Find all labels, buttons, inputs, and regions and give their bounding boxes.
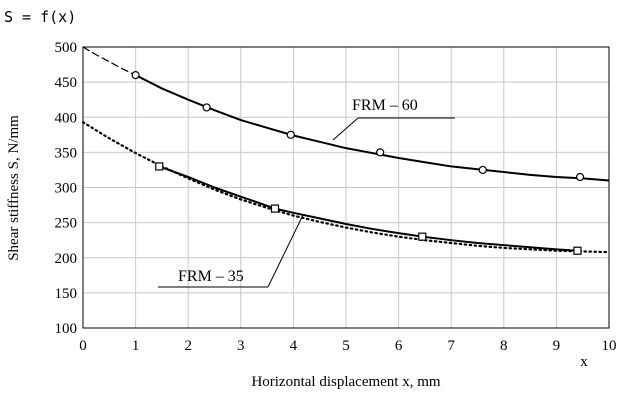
- series-frm-60-point: [376, 148, 385, 157]
- y-tick-labels: 100 150 200 250 300 350 400 450 500: [55, 40, 78, 337]
- plot-frame: [82, 46, 610, 329]
- annotations: FRM – 60 FRM – 35: [158, 97, 455, 288]
- y-tick-label: 300: [55, 181, 78, 197]
- x-tick-label: 6: [395, 338, 403, 354]
- series-frm-60-point: [202, 103, 211, 112]
- series-frm-35-line: [158, 165, 578, 252]
- annotation-frm-60: FRM – 60: [352, 97, 418, 114]
- series-frm-35-point: [573, 246, 582, 255]
- series-frm-35-point: [418, 232, 427, 241]
- series-frm-60-fit-line: [82, 46, 137, 76]
- y-tick-label: 350: [55, 145, 78, 161]
- x-tick-label: 0: [79, 338, 87, 354]
- x-tick-label: 1: [132, 338, 140, 354]
- x-axis-label: Horizontal displacement x, mm: [251, 374, 440, 390]
- x-tick-label: 4: [290, 338, 298, 354]
- series-frm-60-point: [575, 172, 585, 182]
- y-tick-label: 450: [55, 75, 78, 91]
- y-tick-label: 200: [55, 251, 78, 267]
- y-axis-label: Shear stiffness S, N/mm: [6, 115, 22, 261]
- x-tick-labels: 0 1 2 3 4 5 6 7 8 9 10: [79, 338, 616, 354]
- series-frm-35-point: [155, 162, 164, 171]
- x-axis-variable: x: [580, 354, 588, 370]
- chart-title: S = f(x): [4, 8, 76, 26]
- y-tick-label: 500: [55, 40, 78, 56]
- grid: [83, 47, 609, 328]
- x-tick-label: 8: [500, 338, 508, 354]
- x-tick-label: 9: [553, 338, 561, 354]
- series-frm-35-point: [270, 204, 280, 213]
- series-frm-60-point: [478, 165, 487, 175]
- annotation-leader-frm-60: [332, 117, 359, 141]
- y-tick-label: 150: [55, 286, 78, 302]
- series-layer: [81, 46, 611, 255]
- annotation-leader-frm-35: [267, 214, 304, 288]
- annotation-frm-35: FRM – 35: [178, 268, 244, 285]
- x-tick-label: 7: [447, 338, 455, 354]
- x-tick-label: 5: [342, 338, 350, 354]
- x-tick-label: 2: [184, 338, 192, 354]
- y-tick-label: 100: [55, 321, 78, 337]
- y-tick-label: 250: [55, 216, 78, 232]
- series-frm-60-point: [131, 70, 140, 80]
- series-frm-60-point: [286, 130, 295, 139]
- x-tick-label: 10: [602, 338, 617, 354]
- y-tick-label: 400: [55, 110, 78, 126]
- series-frm-60-line: [135, 74, 610, 182]
- x-tick-label: 3: [237, 338, 245, 354]
